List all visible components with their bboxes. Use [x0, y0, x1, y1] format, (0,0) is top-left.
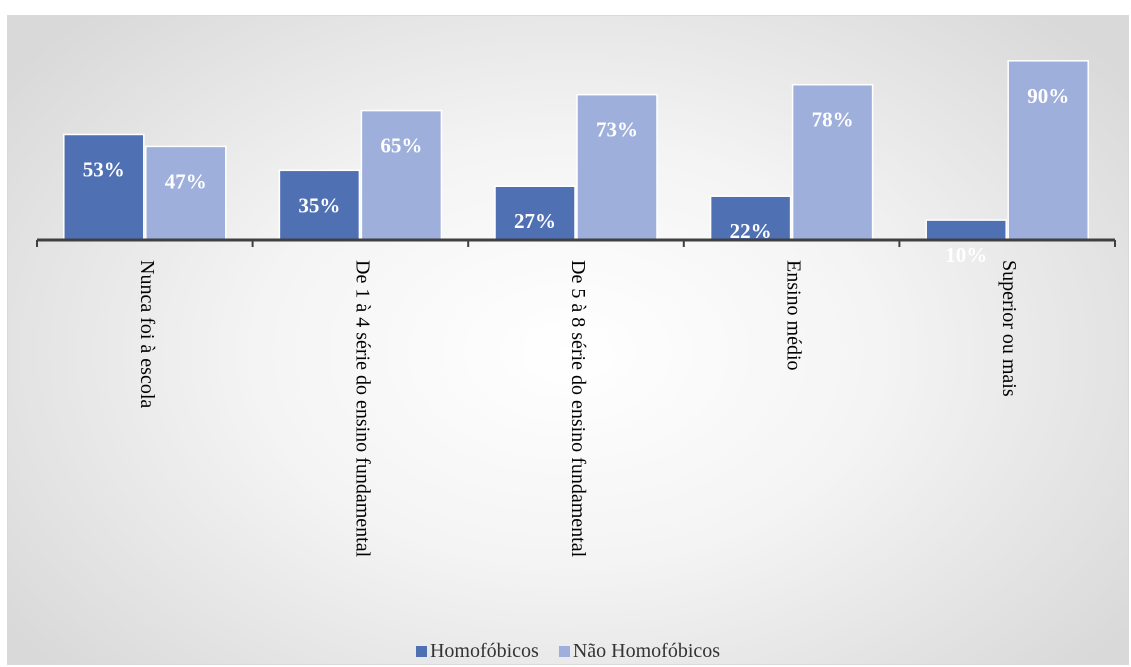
- category-label-3: Ensino médio: [783, 260, 805, 371]
- bar-nao-homofobicos-4: [1007, 60, 1089, 241]
- data-label-homofobicos-2: 27%: [514, 209, 556, 233]
- data-label-nao-homofobicos-2: 73%: [596, 118, 638, 142]
- chart-frame: 53% 47% 35% 65% 27% 73% 22% 78% 10% 90% Nunca foi…: [7, 15, 1129, 665]
- legend-swatch-homofobicos: [415, 646, 427, 657]
- category-label-0: Nunca foi à escola: [136, 260, 158, 408]
- bar-homofobicos-3: [709, 195, 792, 241]
- bar-nao-homofobicos-0: [145, 145, 227, 241]
- legend-item-nao-homofobicos: Não Homofóbicos: [558, 640, 721, 663]
- data-label-homofobicos-1: 35%: [298, 193, 340, 217]
- data-label-homofobicos-0: 53%: [83, 157, 125, 181]
- category-label-2: De 5 à 8 série do ensino fundamental: [567, 260, 589, 558]
- bar-homofobicos-4: [925, 219, 1007, 241]
- bar-homofobicos-0: [63, 133, 145, 241]
- bar-nao-homofobicos-1: [360, 109, 443, 241]
- data-label-nao-homofobicos-3: 78%: [812, 108, 854, 132]
- bars-layer: [63, 60, 1089, 241]
- legend-label-nao-homofobicos: Não Homofóbicos: [572, 640, 721, 662]
- category-label-1: De 1 à 4 série do ensino fundamental: [351, 260, 373, 558]
- legend-item-homofobicos: Homofóbicos: [415, 640, 539, 663]
- data-label-homofobicos-4: 10%: [945, 243, 987, 267]
- legend-label-homofobicos: Homofóbicos: [429, 640, 539, 662]
- x-axis: [36, 238, 1116, 247]
- category-labels-layer: Nunca foi à escola De 1 à 4 série do ensi…: [136, 260, 1020, 558]
- legend: Homofóbicos Não Homofóbicos: [8, 640, 1128, 663]
- legend-swatch-nao-homofobicos: [558, 646, 570, 657]
- data-label-nao-homofobicos-0: 47%: [165, 169, 207, 193]
- data-label-nao-homofobicos-1: 65%: [380, 134, 422, 158]
- bar-chart: 53% 47%35%65%27%73%22%78%10%90% Nunca foi…: [36, 60, 1116, 558]
- bar-homofobicos-1: [278, 169, 361, 241]
- data-label-nao-homofobicos-4: 90%: [1027, 84, 1069, 108]
- bar-nao-homofobicos-2: [576, 93, 658, 241]
- category-label-4: Superior ou mais: [998, 260, 1020, 397]
